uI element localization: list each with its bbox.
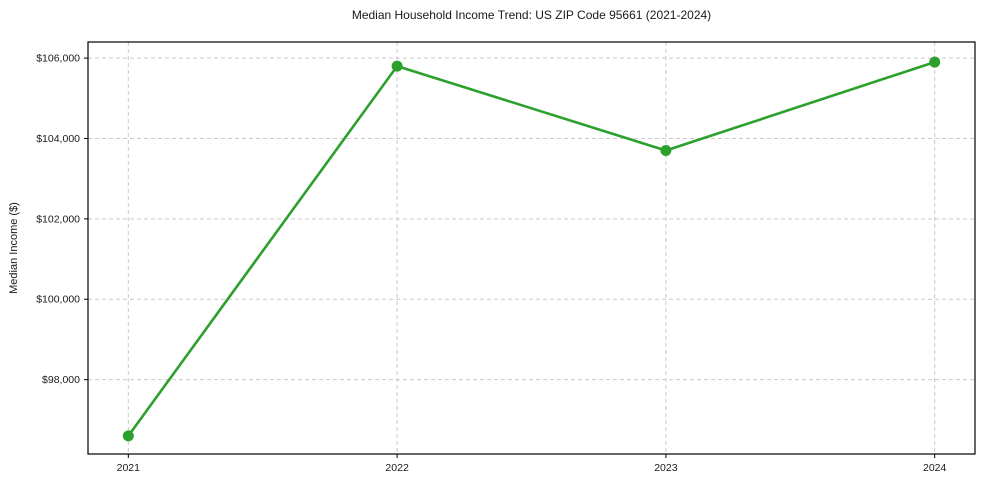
axis-ticks — [84, 57, 936, 458]
y-tick-label: $100,000 — [36, 294, 80, 306]
y-tick-label: $104,000 — [36, 133, 80, 145]
gridlines — [88, 42, 975, 454]
trend-line — [127, 60, 936, 438]
x-tick-label: 2021 — [117, 462, 141, 474]
plot-border — [87, 41, 976, 455]
x-tick-label: 2022 — [385, 462, 409, 474]
y-tick-label: $106,000 — [36, 53, 80, 65]
data-point-marker — [660, 145, 672, 157]
data-point-marker — [391, 60, 403, 72]
y-axis-label-text: Median Income ($) — [8, 202, 20, 294]
x-tick-label: 2024 — [923, 462, 947, 474]
x-tick-label: 2023 — [654, 462, 678, 474]
data-point-marker — [929, 56, 941, 68]
y-tick-label: $102,000 — [36, 213, 80, 225]
axis-tick-labels: $98,000 $100,000 $102,000 $104,000 $106,000 2… — [36, 53, 946, 474]
data-point-marker — [122, 430, 134, 442]
chart-title: Median Household Income Trend: US ZIP Co… — [351, 8, 712, 22]
y-tick-label: $98,000 — [42, 374, 80, 386]
